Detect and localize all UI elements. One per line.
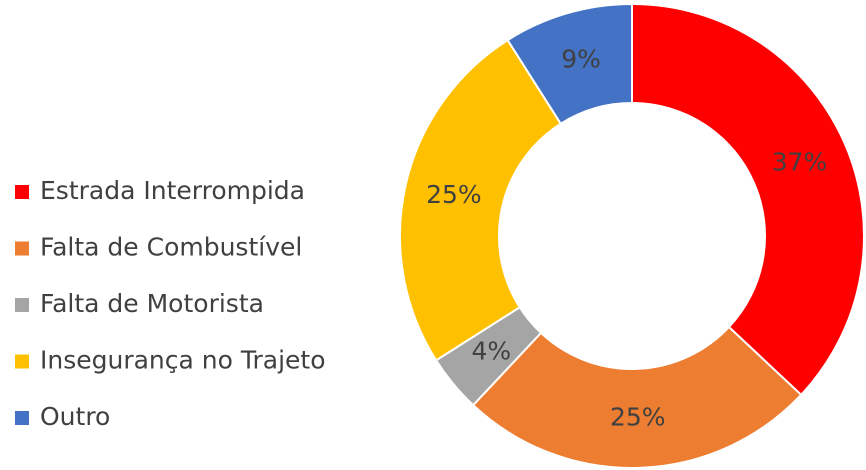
data-label: 4% bbox=[472, 336, 512, 365]
legend-label: Insegurança no Trajeto bbox=[40, 346, 326, 375]
legend-swatch bbox=[15, 185, 29, 199]
donut-slice bbox=[399, 38, 563, 362]
data-label: 25% bbox=[610, 402, 666, 431]
legend-label: Estrada Interrompida bbox=[40, 176, 305, 205]
legend-swatch bbox=[15, 298, 29, 312]
donut-slice bbox=[471, 325, 803, 469]
data-label: 25% bbox=[426, 180, 482, 209]
legend-label: Outro bbox=[40, 402, 110, 431]
legend-label: Falta de Combustível bbox=[40, 233, 302, 262]
legend-swatch bbox=[15, 411, 29, 425]
legend-swatch bbox=[15, 354, 29, 369]
legend-label: Falta de Motorista bbox=[40, 289, 264, 318]
donut-slice bbox=[631, 2, 865, 397]
donut-slice bbox=[506, 2, 633, 126]
data-label: 9% bbox=[561, 45, 601, 74]
data-label: 37% bbox=[772, 148, 828, 177]
legend-swatch bbox=[15, 241, 29, 256]
